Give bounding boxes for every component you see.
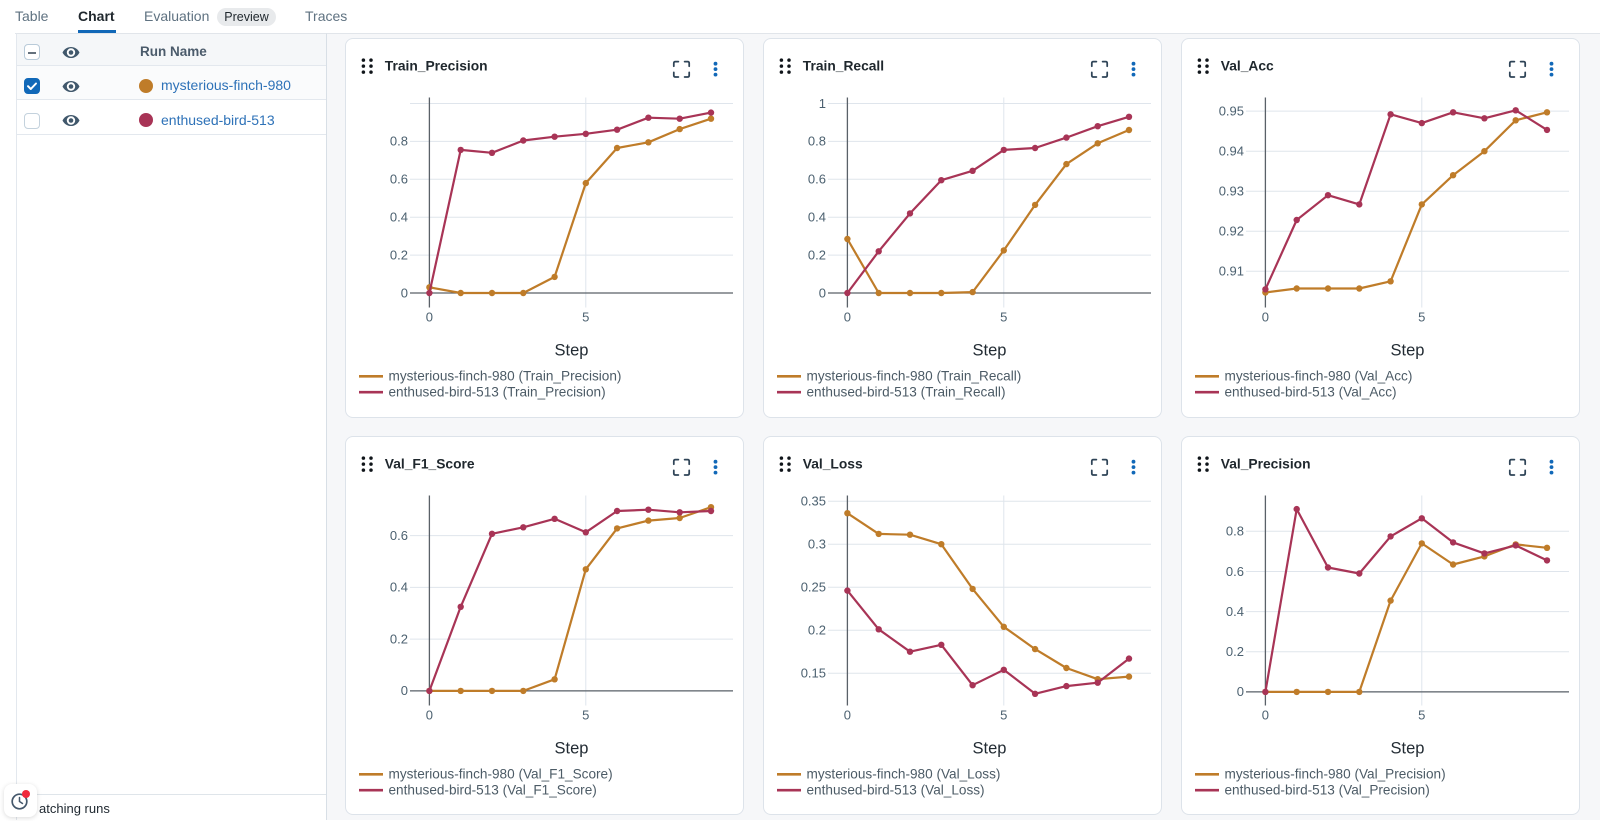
svg-text:5: 5 [1418, 707, 1425, 722]
svg-text:enthused-bird-513 (Val_Precisi: enthused-bird-513 (Val_Precision) [1225, 782, 1430, 797]
svg-text:Step: Step [1391, 739, 1425, 757]
svg-text:0: 0 [844, 309, 851, 324]
svg-text:0.95: 0.95 [1219, 103, 1244, 118]
svg-text:0: 0 [1237, 684, 1244, 699]
svg-text:0.4: 0.4 [1226, 603, 1244, 618]
svg-text:Val_Acc: Val_Acc [1221, 59, 1274, 74]
svg-text:Val_Loss: Val_Loss [803, 456, 863, 471]
svg-text:0.35: 0.35 [801, 493, 826, 508]
svg-text:5: 5 [1000, 707, 1007, 722]
svg-text:0: 0 [844, 707, 851, 722]
svg-text:0.8: 0.8 [1226, 523, 1244, 538]
svg-text:0.92: 0.92 [1219, 224, 1244, 239]
svg-text:0.4: 0.4 [390, 579, 408, 594]
svg-text:0.94: 0.94 [1219, 144, 1244, 159]
svg-text:mysterious-finch-980 (Val_F1_S: mysterious-finch-980 (Val_F1_Score) [389, 766, 613, 781]
svg-text:mysterious-finch-980 (Train_Re: mysterious-finch-980 (Train_Recall) [807, 369, 1022, 384]
svg-text:enthused-bird-513 (Train_Preci: enthused-bird-513 (Train_Precision) [389, 384, 606, 399]
svg-text:0.2: 0.2 [390, 631, 408, 646]
svg-text:5: 5 [1000, 309, 1007, 324]
svg-text:0.15: 0.15 [801, 665, 826, 680]
svg-text:enthused-bird-513 (Val_F1_Scor: enthused-bird-513 (Val_F1_Score) [389, 782, 597, 797]
svg-text:0.8: 0.8 [390, 134, 408, 149]
svg-text:0: 0 [426, 707, 433, 722]
svg-text:0: 0 [819, 285, 826, 300]
svg-text:mysterious-finch-980 (Val_Loss: mysterious-finch-980 (Val_Loss) [807, 766, 1001, 781]
svg-text:Val_F1_Score: Val_F1_Score [385, 456, 475, 471]
svg-text:0.2: 0.2 [390, 247, 408, 262]
svg-text:enthused-bird-513 (Val_Loss): enthused-bird-513 (Val_Loss) [807, 782, 985, 797]
svg-text:Train_Precision: Train_Precision [385, 59, 488, 74]
svg-text:0.6: 0.6 [390, 172, 408, 187]
svg-text:mysterious-finch-980 (Val_Acc): mysterious-finch-980 (Val_Acc) [1225, 369, 1413, 384]
svg-text:0.6: 0.6 [808, 172, 826, 187]
svg-text:1: 1 [819, 96, 826, 111]
svg-text:enthused-bird-513 (Val_Acc): enthused-bird-513 (Val_Acc) [1225, 384, 1397, 399]
svg-text:0: 0 [426, 309, 433, 324]
svg-text:0: 0 [1262, 309, 1269, 324]
svg-text:Val_Precision: Val_Precision [1221, 456, 1311, 471]
svg-text:5: 5 [582, 707, 589, 722]
svg-text:0.3: 0.3 [808, 536, 826, 551]
svg-text:0.2: 0.2 [808, 247, 826, 262]
svg-text:Step: Step [973, 341, 1007, 359]
svg-text:0.8: 0.8 [808, 134, 826, 149]
svg-text:0.4: 0.4 [390, 210, 408, 225]
svg-text:Step: Step [1391, 341, 1425, 359]
svg-text:0: 0 [401, 285, 408, 300]
svg-text:Step: Step [973, 739, 1007, 757]
svg-text:5: 5 [1418, 309, 1425, 324]
svg-text:0.91: 0.91 [1219, 264, 1244, 279]
svg-text:0.4: 0.4 [808, 210, 826, 225]
svg-text:0: 0 [1262, 707, 1269, 722]
svg-text:0.6: 0.6 [1226, 563, 1244, 578]
svg-text:0.2: 0.2 [808, 622, 826, 637]
svg-text:0.93: 0.93 [1219, 184, 1244, 199]
svg-text:enthused-bird-513 (Train_Recal: enthused-bird-513 (Train_Recall) [807, 384, 1006, 399]
svg-text:Step: Step [555, 341, 589, 359]
svg-text:mysterious-finch-980 (Val_Prec: mysterious-finch-980 (Val_Precision) [1225, 766, 1446, 781]
svg-text:Train_Recall: Train_Recall [803, 59, 884, 74]
svg-text:mysterious-finch-980 (Train_Pr: mysterious-finch-980 (Train_Precision) [389, 369, 622, 384]
svg-text:Step: Step [555, 739, 589, 757]
svg-text:5: 5 [582, 309, 589, 324]
svg-text:0.25: 0.25 [801, 579, 826, 594]
svg-text:0: 0 [401, 683, 408, 698]
svg-text:0.6: 0.6 [390, 527, 408, 542]
svg-text:0.2: 0.2 [1226, 644, 1244, 659]
